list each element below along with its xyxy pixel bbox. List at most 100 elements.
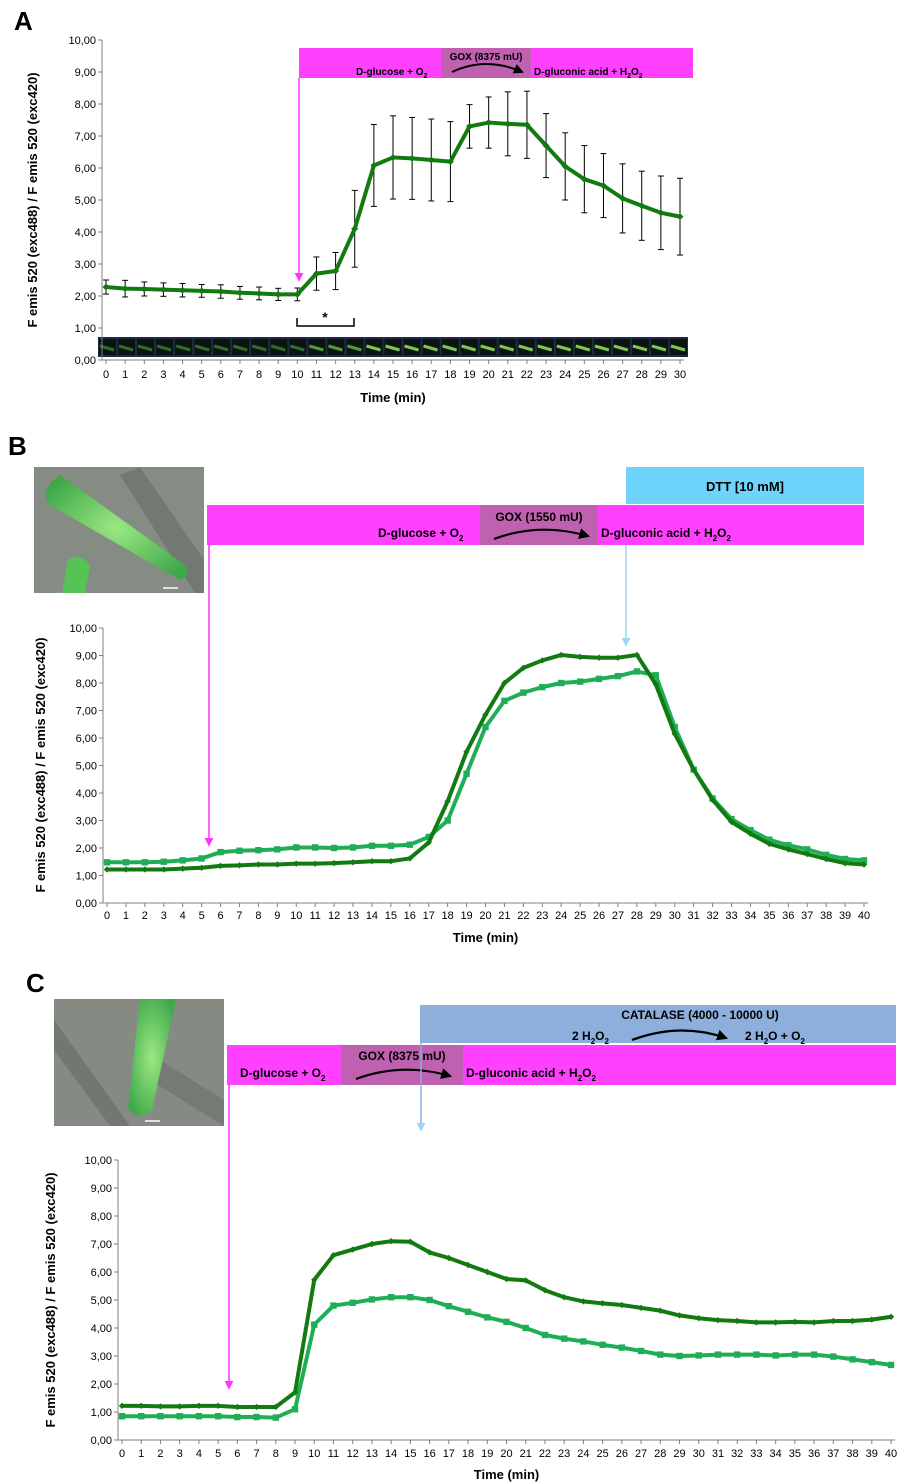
strip-cell (251, 344, 267, 352)
data-point (118, 1402, 126, 1410)
strip-cell (632, 344, 648, 352)
strip-cell (232, 344, 248, 352)
gox-label: GOX (8375 mU) (358, 1049, 445, 1063)
strip-cell (556, 344, 572, 352)
panel-a: A GOX (8375 mU) D-glucose + O2 D-gluconi… (14, 6, 693, 405)
x-tick-label: 16 (423, 1448, 435, 1460)
x-tick-label: 35 (763, 910, 775, 922)
data-point (841, 859, 849, 867)
x-tick-label: 0 (103, 369, 109, 381)
x-tick-label: 12 (347, 1448, 359, 1460)
data-point (714, 1316, 722, 1324)
data-point (217, 862, 224, 870)
x-tick-label: 19 (481, 1448, 493, 1460)
data-point (274, 290, 282, 298)
data-point (141, 859, 149, 866)
data-point (791, 1351, 799, 1358)
x-tick-label: 3 (160, 369, 166, 381)
x-tick-label: 8 (256, 369, 262, 381)
x-tick-label: 24 (555, 910, 567, 922)
cell-image-strip (98, 337, 688, 357)
data-point (695, 1315, 702, 1322)
cell-micrograph-c (54, 999, 224, 1126)
strip-cell (347, 344, 362, 352)
x-tick-label: 18 (444, 369, 456, 381)
panel-b: B GOX (1550 mU) D-glucose + O2 D-gluconi… (8, 431, 870, 945)
data-point (785, 842, 792, 849)
data-point (772, 1352, 779, 1359)
strip-cell (118, 344, 134, 352)
data-point (830, 1353, 837, 1360)
data-point (482, 711, 489, 718)
data-point (253, 1403, 260, 1411)
strip-cell (404, 344, 419, 352)
y-tick-label: 5,00 (91, 1295, 112, 1307)
data-point (791, 1318, 799, 1326)
x-tick-label: 16 (404, 910, 416, 922)
strip-cell (461, 344, 477, 352)
data-point (293, 844, 300, 851)
strip-cell (366, 344, 381, 352)
data-point (274, 846, 281, 853)
data-point (234, 1413, 241, 1421)
data-point (121, 285, 129, 293)
x-tick-label: 5 (199, 910, 205, 922)
data-point (541, 1287, 549, 1294)
x-tick-label: 11 (309, 910, 320, 922)
data-point (690, 766, 697, 773)
strip-cell (289, 344, 305, 352)
data-point (785, 846, 792, 853)
data-point (255, 861, 262, 868)
data-point (464, 1308, 472, 1315)
data-point (595, 675, 603, 683)
strip-cell (651, 344, 667, 352)
chart-c: 0,00 1,00 2,00 3,00 4,00 5,00 6,00 7,00 8,00 9,00… (43, 1155, 897, 1482)
data-point (159, 286, 167, 294)
strip-cell (270, 344, 286, 352)
y-tick-label: 4,00 (91, 1323, 112, 1335)
x-tick-label: 12 (329, 369, 341, 381)
dtt-bar (626, 467, 864, 504)
data-point (614, 672, 622, 680)
data-point (311, 844, 319, 851)
x-tick-label: 27 (616, 369, 628, 381)
data-point (734, 1317, 741, 1325)
data-point (122, 866, 130, 873)
data-point (198, 855, 205, 862)
data-point (657, 1307, 664, 1314)
strip-cell (156, 344, 172, 352)
data-point (160, 858, 167, 865)
x-tick-label: 27 (612, 910, 624, 922)
data-point (370, 161, 378, 169)
data-point (387, 842, 395, 849)
x-tick-label: 31 (688, 910, 700, 922)
series-line (107, 652, 865, 872)
y-tick-label: 10,00 (69, 623, 97, 635)
gox-reaction-bar (227, 1045, 896, 1085)
x-tick-label: 2 (142, 910, 148, 922)
y-tick-label: 7,00 (75, 131, 96, 143)
data-point (580, 175, 588, 183)
data-point (484, 1268, 491, 1276)
data-point (652, 681, 660, 688)
x-tick-label: 13 (349, 369, 361, 381)
data-point (272, 1414, 279, 1421)
x-tick-label: 39 (839, 910, 851, 922)
data-point (841, 855, 849, 863)
data-point (599, 182, 607, 190)
x-tick-label: 1 (123, 910, 129, 922)
data-point (387, 1294, 395, 1301)
data-point (619, 194, 627, 202)
data-point (387, 1238, 395, 1245)
data-point (637, 1304, 645, 1312)
data-point (138, 1402, 145, 1410)
x-tick-label: 27 (635, 1448, 647, 1460)
data-point (671, 730, 678, 738)
x-tick-label: 22 (539, 1448, 551, 1460)
data-point (676, 1352, 683, 1360)
data-point (887, 1361, 895, 1369)
data-point (425, 839, 432, 846)
data-point (195, 1402, 203, 1410)
data-point (179, 857, 186, 864)
x-tick-label: 30 (674, 369, 686, 381)
